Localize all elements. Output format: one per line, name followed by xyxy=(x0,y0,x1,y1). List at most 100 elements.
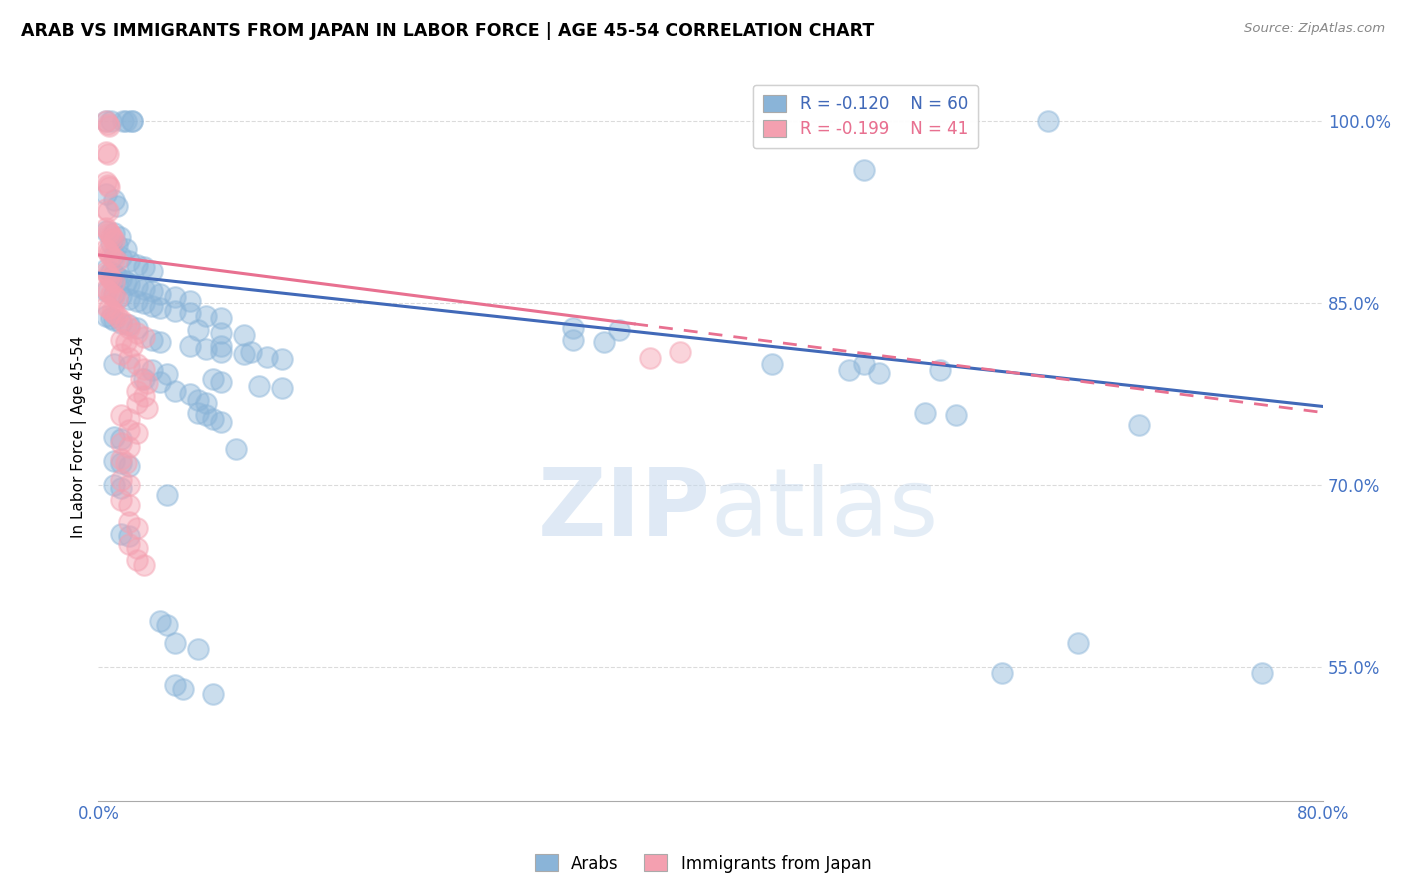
Point xyxy=(96,117,118,131)
Point xyxy=(232,347,254,361)
Point xyxy=(103,478,125,492)
Point xyxy=(125,553,148,567)
Point xyxy=(94,175,117,189)
Point xyxy=(118,351,141,365)
Point xyxy=(118,411,141,425)
Point xyxy=(115,317,138,331)
Point xyxy=(96,147,118,161)
Point xyxy=(129,371,152,385)
Text: atlas: atlas xyxy=(711,464,939,556)
Point xyxy=(141,363,163,377)
Point xyxy=(100,286,122,301)
Point xyxy=(179,339,201,353)
Point xyxy=(163,384,186,398)
Point xyxy=(852,357,875,371)
Point xyxy=(94,221,117,235)
Point xyxy=(115,114,138,128)
Text: ZIP: ZIP xyxy=(538,464,711,556)
Point xyxy=(172,681,194,696)
Point xyxy=(256,350,278,364)
Point xyxy=(209,415,232,429)
Point xyxy=(115,457,138,471)
Point xyxy=(94,299,117,313)
Point xyxy=(929,363,952,377)
Point xyxy=(194,343,217,357)
Point xyxy=(179,306,201,320)
Point xyxy=(118,515,141,529)
Point xyxy=(202,687,225,701)
Point xyxy=(125,320,148,334)
Point xyxy=(110,347,132,361)
Point xyxy=(110,250,132,264)
Point xyxy=(103,248,125,262)
Point xyxy=(110,272,132,286)
Point xyxy=(945,408,967,422)
Point xyxy=(118,423,141,437)
Point xyxy=(100,272,122,286)
Point xyxy=(103,357,125,371)
Point xyxy=(118,498,141,512)
Point xyxy=(115,275,138,289)
Point xyxy=(110,526,132,541)
Point xyxy=(118,478,141,492)
Point xyxy=(562,333,585,347)
Point xyxy=(118,292,141,306)
Point xyxy=(94,224,117,238)
Point xyxy=(110,451,132,466)
Point xyxy=(103,430,125,444)
Point xyxy=(240,345,263,359)
Point xyxy=(98,226,121,240)
Point xyxy=(209,326,232,340)
Point xyxy=(125,396,148,410)
Point xyxy=(108,229,131,244)
Point xyxy=(103,286,125,301)
Point xyxy=(247,379,270,393)
Point xyxy=(118,254,141,268)
Point xyxy=(103,275,125,289)
Point xyxy=(838,363,860,377)
Point xyxy=(110,492,132,507)
Point xyxy=(163,303,186,318)
Point xyxy=(209,310,232,325)
Point xyxy=(96,204,118,219)
Point xyxy=(98,269,121,284)
Point xyxy=(110,316,132,330)
Point xyxy=(125,279,148,293)
Point xyxy=(118,318,141,333)
Point xyxy=(100,265,122,279)
Point xyxy=(156,617,179,632)
Point xyxy=(225,442,247,456)
Point xyxy=(115,242,138,256)
Point xyxy=(98,180,121,194)
Point xyxy=(149,335,172,350)
Y-axis label: In Labor Force | Age 45-54: In Labor Force | Age 45-54 xyxy=(72,335,87,538)
Point xyxy=(94,114,117,128)
Point xyxy=(96,224,118,238)
Point xyxy=(271,381,294,395)
Point xyxy=(110,313,132,327)
Point xyxy=(1036,114,1059,128)
Point xyxy=(94,145,117,159)
Point xyxy=(100,310,122,325)
Point xyxy=(98,301,121,316)
Text: Source: ZipAtlas.com: Source: ZipAtlas.com xyxy=(1244,22,1385,36)
Point xyxy=(105,309,128,323)
Point xyxy=(187,323,209,337)
Point xyxy=(115,335,138,350)
Point xyxy=(141,285,163,299)
Point xyxy=(187,393,209,408)
Text: ARAB VS IMMIGRANTS FROM JAPAN IN LABOR FORCE | AGE 45-54 CORRELATION CHART: ARAB VS IMMIGRANTS FROM JAPAN IN LABOR F… xyxy=(21,22,875,40)
Point xyxy=(94,242,117,256)
Point xyxy=(105,292,128,306)
Point xyxy=(125,357,148,371)
Point xyxy=(271,352,294,367)
Point xyxy=(134,330,156,344)
Point xyxy=(118,536,141,550)
Point xyxy=(761,357,783,371)
Point xyxy=(136,376,159,391)
Point xyxy=(103,454,125,468)
Point xyxy=(202,371,225,385)
Point xyxy=(592,335,614,350)
Point xyxy=(100,235,122,250)
Point xyxy=(94,309,117,323)
